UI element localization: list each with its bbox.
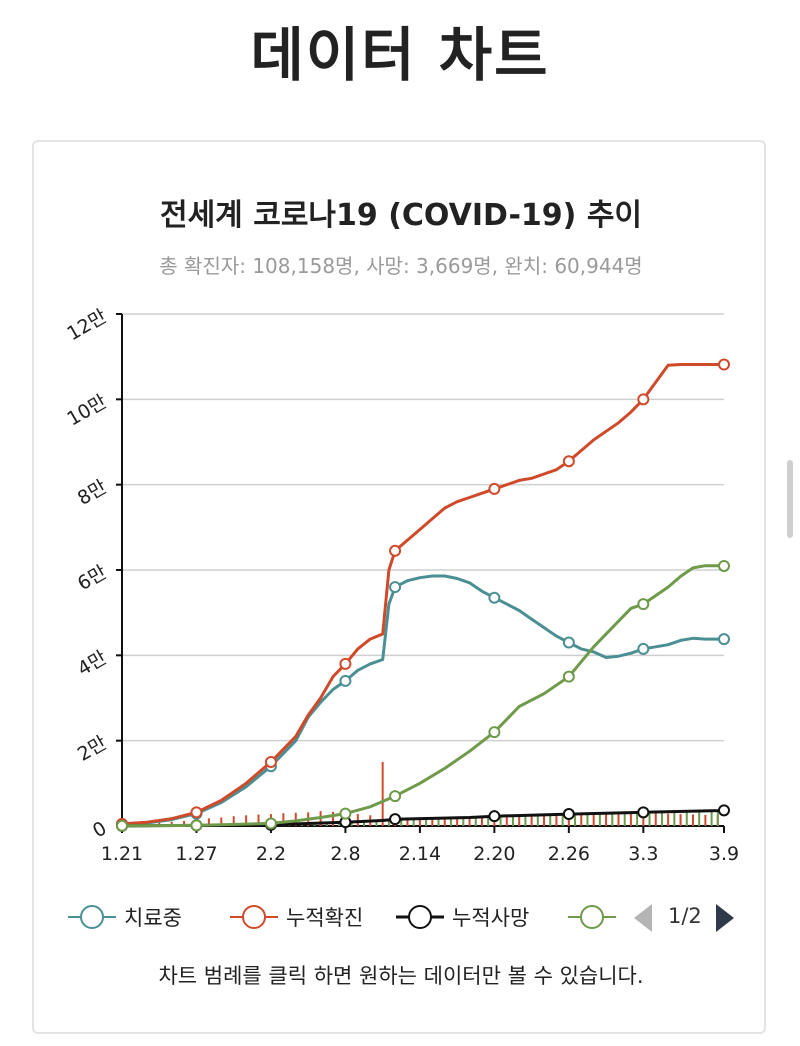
series-point-3 (562, 670, 575, 683)
series-point-0 (389, 581, 402, 594)
series-point-2 (389, 813, 402, 826)
series-point-2 (718, 804, 730, 817)
pager-prev-arrow-icon[interactable] (634, 904, 652, 932)
chart-legend: 치료중 누적확진 누적사망 (68, 897, 748, 937)
x-tick-label: 2.8 (330, 843, 360, 865)
series-point-3 (190, 819, 203, 832)
series-point-3 (488, 726, 501, 739)
legend-confirmed-marker-icon (230, 905, 278, 929)
series-point-3 (116, 819, 128, 832)
y-tick-label: 12만 (63, 305, 110, 345)
legend-label-confirmed: 누적확진 (286, 906, 364, 930)
legend-circle (580, 905, 604, 929)
legend-deaths-marker-icon (396, 905, 444, 929)
legend-circle (242, 905, 266, 929)
series-line-1 (121, 363, 724, 826)
pager-next-arrow-icon[interactable] (716, 904, 734, 932)
line-chart: 0 2만 4만 6만 8만 10만 12만 1.21 1.27 2.2 2.8 2.14 2.20 2.2… (63, 305, 739, 865)
y-tick-label: 2만 (74, 732, 111, 766)
legend-treating-marker-icon (68, 905, 116, 929)
series-point-2 (562, 808, 575, 821)
y-tick-label: 4만 (74, 647, 111, 681)
legend-item-recovered[interactable] (568, 897, 616, 937)
y-tick-label: 6만 (74, 561, 111, 595)
series-point-0 (488, 591, 501, 604)
series-point-2 (637, 806, 650, 819)
series-point-3 (637, 598, 650, 611)
series-point-1 (389, 544, 402, 557)
x-tick-label: 2.20 (473, 843, 515, 865)
series-point-1 (190, 806, 203, 819)
series-line-3 (121, 564, 725, 828)
y-tick-label: 10만 (63, 391, 110, 431)
page-title: 데이터 차트 (250, 21, 550, 89)
x-tick-label: 2.2 (256, 843, 286, 865)
legend-item-deaths[interactable]: 누적사망 (396, 897, 529, 937)
series-point-1 (718, 358, 730, 371)
series-point-1 (562, 455, 575, 468)
series-point-3 (339, 807, 352, 820)
legend-label-treating: 치료중 (124, 906, 182, 930)
y-tick-label: 0 (89, 817, 110, 842)
legend-item-confirmed[interactable]: 누적확진 (230, 897, 363, 937)
y-tick-label: 8만 (74, 476, 111, 510)
series-point-0 (339, 674, 352, 687)
series-point-0 (637, 642, 650, 655)
legend-item-treating[interactable]: 치료중 (68, 897, 182, 937)
series-point-0 (562, 636, 575, 649)
series-point-3 (718, 559, 730, 572)
chart-title: 전세계 코로나19 (COVID-19) 추이 (159, 198, 643, 233)
legend-label-deaths: 누적사망 (452, 906, 530, 930)
legend-hint: 차트 범례를 클릭 하면 원하는 데이터만 볼 수 있습니다. (158, 964, 644, 988)
chart-card: 전세계 코로나19 (COVID-19) 추이 총 확진자: 108,158명,… (32, 140, 766, 1034)
series-point-0 (718, 633, 730, 646)
series-point-2 (488, 810, 501, 823)
x-tick-label: 2.26 (548, 843, 590, 865)
x-tick-label: 3.9 (709, 843, 739, 865)
scrollbar-thumb[interactable] (787, 460, 793, 538)
series-line-0 (121, 574, 724, 826)
pager-text: 1/2 (668, 904, 702, 928)
x-tick-label: 2.14 (399, 843, 441, 865)
legend-circle (408, 905, 432, 929)
x-tick-label: 3.3 (628, 843, 658, 865)
series-point-3 (389, 790, 402, 803)
series-point-1 (488, 482, 501, 495)
x-tick-label: 1.27 (175, 843, 217, 865)
x-tick-label: 1.21 (101, 843, 143, 865)
series-point-1 (264, 756, 277, 768)
series-point-1 (339, 657, 352, 670)
chart-subtitle: 총 확진자: 108,158명, 사망: 3,669명, 완치: 60,944명 (159, 254, 643, 278)
series-point-3 (264, 817, 277, 830)
legend-recovered-marker-icon (568, 905, 616, 929)
legend-circle (80, 905, 104, 929)
legend-pager: 1/2 (634, 900, 744, 934)
series-point-1 (637, 393, 650, 406)
